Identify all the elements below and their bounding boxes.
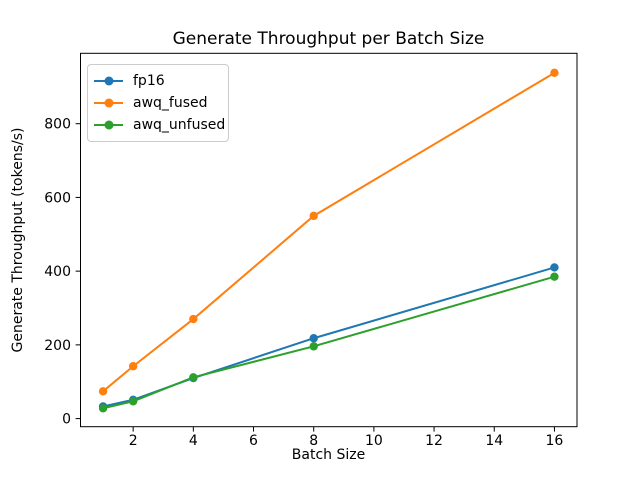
y-tick-label: 200 xyxy=(44,338,71,354)
legend-line-marker-awq-fused xyxy=(94,98,123,108)
series-marker-awq_fused xyxy=(309,211,318,221)
x-tick-label: 10 xyxy=(365,433,383,449)
legend-line-marker-fp16 xyxy=(94,76,123,86)
y-tick-label: 0 xyxy=(62,412,71,428)
x-tick-label: 4 xyxy=(189,433,198,449)
x-tick-label: 2 xyxy=(129,433,138,449)
y-axis-label: Generate Throughput (tokens/s) xyxy=(10,127,26,353)
y-tick-label: 400 xyxy=(44,264,71,280)
legend-item-awq-unfused: awq_unfused xyxy=(94,114,225,136)
chart-title: Generate Throughput per Batch Size xyxy=(172,29,485,49)
series-marker-awq_unfused xyxy=(128,397,138,406)
series-marker-awq_fused xyxy=(189,314,198,324)
legend-label-awq-unfused: awq_unfused xyxy=(133,116,226,133)
legend-item-fp16: fp16 xyxy=(94,70,220,92)
series-marker-awq_unfused xyxy=(550,272,559,281)
x-tick-label: 12 xyxy=(425,433,443,449)
series-line-awq_unfused xyxy=(102,275,556,410)
axes-frame xyxy=(80,52,578,428)
x-tick-label: 16 xyxy=(546,433,564,449)
x-axis-label: Batch Size xyxy=(291,447,366,463)
series-marker-awq_unfused xyxy=(98,404,108,413)
legend-item-awq-fused: awq_fused xyxy=(94,92,220,114)
x-tick-label: 14 xyxy=(485,433,503,449)
series-marker-fp16 xyxy=(309,334,318,343)
legend-label-awq-fused: awq_fused xyxy=(133,94,208,111)
series-marker-awq_unfused xyxy=(189,373,198,382)
x-tick-label: 6 xyxy=(249,433,258,449)
legend: fp16 awq_fused awq_unfused xyxy=(87,64,229,142)
series-marker-awq_fused xyxy=(98,387,108,396)
legend-label-fp16: fp16 xyxy=(133,72,165,89)
series-marker-awq_unfused xyxy=(309,342,318,351)
series-marker-fp16 xyxy=(550,263,559,272)
x-tick-label: 8 xyxy=(309,433,318,449)
series-marker-awq_fused xyxy=(128,362,138,371)
series-marker-awq_fused xyxy=(550,68,559,78)
legend-line-marker-awq-unfused xyxy=(94,120,123,130)
y-tick-label: 600 xyxy=(44,190,71,206)
y-tick-label: 800 xyxy=(44,117,71,133)
